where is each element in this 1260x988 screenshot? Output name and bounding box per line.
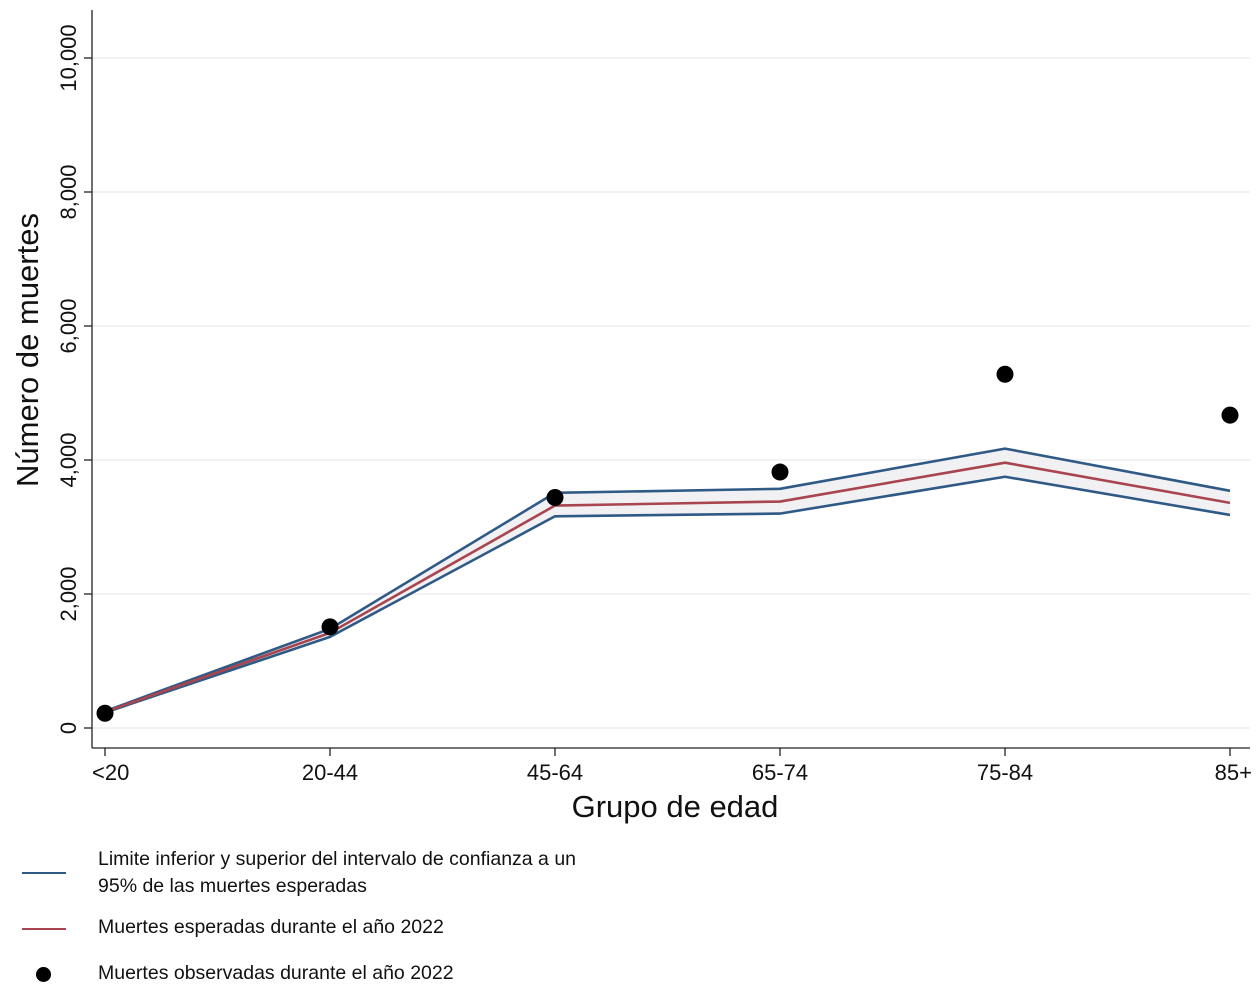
- legend-label-ci-line2: 95% de las muertes esperadas: [98, 875, 367, 897]
- legend-line-ci: [22, 872, 66, 874]
- observed-point: [96, 704, 114, 722]
- y-tick-label: 10,000: [56, 24, 81, 91]
- observed-points: [96, 365, 1239, 722]
- x-tick-label: 45-64: [527, 760, 583, 785]
- x-ticks: <20 20-44 45-64 65-74 75-84 85+: [92, 748, 1252, 785]
- series: [104, 447, 1231, 714]
- y-tick-label: 0: [56, 722, 81, 734]
- legend-item-expected: Muertes esperadas durante el año 2022: [20, 914, 720, 942]
- y-tick-label: 6,000: [56, 298, 81, 353]
- y-tick-label: 2,000: [56, 566, 81, 621]
- legend: Limite inferior y superior del intervalo…: [20, 846, 720, 988]
- observed-point: [996, 365, 1014, 383]
- legend-label-expected: Muertes esperadas durante el año 2022: [98, 916, 444, 938]
- legend-swatch-ci: [20, 846, 68, 900]
- ci-lower-line: [104, 475, 1231, 714]
- confidence-band: [105, 448, 1230, 713]
- legend-item-observed: Muertes observadas durante el año 2022: [20, 960, 720, 988]
- legend-swatch-expected: [20, 914, 68, 942]
- legend-label-ci: Limite inferior y superior del intervalo…: [98, 846, 576, 900]
- expected-deaths-line: [104, 461, 1231, 714]
- x-tick-label: 20-44: [302, 760, 358, 785]
- y-axis-title: Número de muertes: [10, 213, 45, 487]
- observed-point: [1221, 406, 1239, 424]
- legend-label-ci-line1: Limite inferior y superior del intervalo…: [98, 848, 577, 870]
- gridlines: [92, 57, 1250, 729]
- observed-point: [771, 463, 789, 481]
- legend-item-ci: Limite inferior y superior del intervalo…: [20, 846, 720, 900]
- x-tick-label: 85+: [1215, 760, 1252, 785]
- confidence-band-fill: [105, 448, 1230, 713]
- ci-upper-line: [104, 447, 1231, 713]
- y-tick-label: 4,000: [56, 432, 81, 487]
- y-tick-label: 8,000: [56, 164, 81, 219]
- x-tick-label: 65-74: [752, 760, 808, 785]
- legend-dot-observed: [36, 967, 51, 982]
- legend-label-observed: Muertes observadas durante el año 2022: [98, 962, 454, 984]
- axes: [91, 10, 1250, 749]
- legend-swatch-observed: [20, 960, 68, 988]
- legend-line-expected: [22, 928, 66, 930]
- observed-point: [546, 489, 564, 507]
- y-ticks: 0 2,000 4,000 6,000 8,000 10,000: [56, 24, 92, 734]
- x-axis-title: Grupo de edad: [572, 789, 779, 824]
- x-tick-label: 75-84: [977, 760, 1033, 785]
- x-tick-label: <20: [92, 760, 129, 785]
- observed-point: [321, 618, 339, 636]
